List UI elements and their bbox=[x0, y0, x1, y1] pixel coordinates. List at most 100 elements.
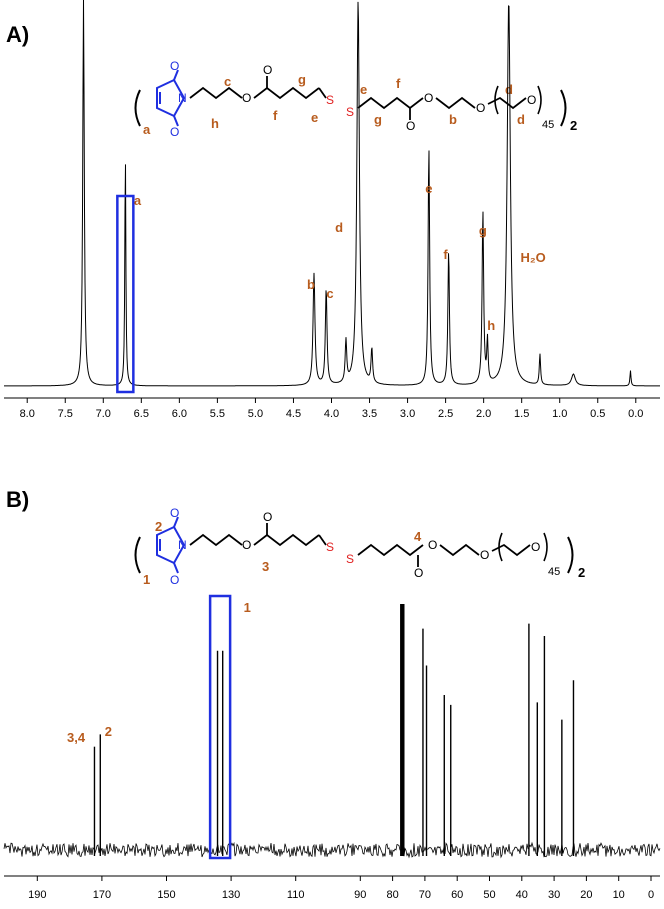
svg-text:O: O bbox=[170, 573, 179, 587]
svg-text:O: O bbox=[170, 125, 179, 139]
peak-annotation-a: f bbox=[443, 247, 448, 262]
struct-letter-a: a bbox=[143, 122, 151, 137]
panel-a-label: A) bbox=[6, 22, 30, 47]
x-tick-label-a: 2.0 bbox=[476, 408, 491, 420]
annotations-a: a bc d e f g h H₂O bbox=[134, 181, 546, 333]
h1-nmr-spectrum: O O N O O S S O O O O a h c f bbox=[4, 0, 660, 420]
struct-letter-f-left: f bbox=[273, 108, 278, 123]
x-axis-b: 190 170 150 130 110 90 80 70 60 50 40 30 20 10 0 bbox=[4, 875, 660, 901]
struct-letter-d-top: d bbox=[505, 82, 513, 97]
struct-letter-e-left: e bbox=[311, 110, 318, 125]
x-tick-label-a: 8.0 bbox=[20, 408, 35, 420]
struct-letter-d-bottom: d bbox=[517, 112, 525, 127]
svg-text:O: O bbox=[170, 59, 179, 73]
structure-a: O O N O O S S O O O O a h c f bbox=[134, 59, 577, 139]
peak-annotation-b: 1 bbox=[244, 600, 251, 615]
spectrum-b bbox=[3, 594, 661, 860]
svg-text:O: O bbox=[170, 506, 179, 520]
svg-text:S: S bbox=[346, 552, 354, 566]
x-axis-a: 8.0 7.5 7.0 6.5 6.0 5.5 5.0 4.5 4.0 3.5 3.0 2.5 2.0 1… bbox=[4, 397, 660, 420]
struct-number-3: 3 bbox=[262, 559, 269, 574]
annotations-b: 3,4 2 1 bbox=[67, 600, 251, 745]
struct-number-1: 1 bbox=[143, 572, 150, 587]
peak-annotation-a: c bbox=[326, 286, 333, 301]
peak-annotation-a: h bbox=[487, 318, 495, 333]
struct-letter-g-right: g bbox=[374, 112, 382, 127]
svg-text:O: O bbox=[242, 91, 251, 105]
x-tick-label-b: 60 bbox=[451, 889, 463, 901]
svg-text:O: O bbox=[424, 91, 433, 105]
repeat-subscript-a: 45 bbox=[542, 119, 554, 131]
x-tick-label-a: 1.0 bbox=[552, 408, 567, 420]
panel-a: A) O O N O O S S bbox=[0, 0, 664, 430]
svg-text:O: O bbox=[527, 93, 536, 107]
x-tick-label-b: 90 bbox=[354, 889, 366, 901]
x-tick-label-b: 80 bbox=[386, 889, 398, 901]
x-tick-label-b: 170 bbox=[93, 889, 111, 901]
peak-annotation-a: H₂O bbox=[520, 250, 545, 265]
struct-number-4: 4 bbox=[414, 529, 422, 544]
x-tick-label-a: 0.0 bbox=[628, 408, 643, 420]
x-tick-label-b: 110 bbox=[287, 889, 305, 901]
x-tick-label-b: 10 bbox=[613, 889, 625, 901]
struct-letter-f-right: f bbox=[396, 76, 401, 91]
x-tick-label-b: 150 bbox=[157, 889, 175, 901]
highlight-box-b bbox=[208, 594, 232, 860]
peak-annotation-a: g bbox=[479, 223, 487, 238]
dimer-subscript-b: 2 bbox=[578, 565, 585, 580]
svg-text:O: O bbox=[242, 538, 251, 552]
peak-annotation-a: e bbox=[425, 181, 432, 196]
struct-number-2: 2 bbox=[155, 519, 162, 534]
x-tick-label-a: 7.0 bbox=[96, 408, 111, 420]
spectrum-a bbox=[4, 0, 660, 394]
x-tick-label-b: 130 bbox=[222, 889, 240, 901]
x-tick-label-a: 7.5 bbox=[58, 408, 73, 420]
x-tick-label-a: 5.0 bbox=[248, 408, 263, 420]
svg-text:O: O bbox=[414, 566, 423, 580]
struct-letter-e-right: e bbox=[360, 82, 367, 97]
struct-letter-b: b bbox=[449, 112, 457, 127]
x-tick-label-b: 190 bbox=[28, 889, 46, 901]
svg-text:N: N bbox=[178, 91, 187, 105]
x-tick-label-b: 70 bbox=[419, 889, 431, 901]
svg-text:S: S bbox=[346, 105, 354, 119]
highlight-box-a bbox=[116, 194, 135, 394]
peak-annotation-b: 3,4 bbox=[67, 730, 86, 745]
structure-b: O O N O O S S O O O O 2 1 3 4 45 2 bbox=[134, 506, 585, 587]
struct-letter-g-left: g bbox=[298, 72, 306, 87]
svg-text:O: O bbox=[263, 63, 272, 77]
x-tick-label-a: 3.5 bbox=[362, 408, 377, 420]
x-tick-label-a: 4.5 bbox=[286, 408, 301, 420]
svg-text:O: O bbox=[406, 119, 415, 133]
x-tick-label-a: 6.5 bbox=[134, 408, 149, 420]
x-tick-label-b: 0 bbox=[648, 889, 654, 901]
peak-annotation-b: 2 bbox=[105, 724, 112, 739]
x-tick-label-a: 6.0 bbox=[172, 408, 187, 420]
x-tick-label-b: 40 bbox=[516, 889, 528, 901]
dimer-subscript-a: 2 bbox=[570, 118, 577, 133]
panel-b-label: B) bbox=[6, 487, 30, 512]
x-tick-label-b: 20 bbox=[580, 889, 592, 901]
peak-annotation-a: b bbox=[307, 277, 315, 292]
x-tick-label-a: 1.5 bbox=[514, 408, 529, 420]
struct-letter-c: c bbox=[224, 74, 231, 89]
x-tick-label-b: 50 bbox=[483, 889, 495, 901]
peak-annotation-a: a bbox=[134, 193, 142, 208]
x-tick-label-a: 5.5 bbox=[210, 408, 225, 420]
svg-text:O: O bbox=[476, 101, 485, 115]
spectrum-trace-a bbox=[4, 0, 660, 387]
noise-baseline-b bbox=[3, 841, 661, 859]
svg-text:O: O bbox=[263, 510, 272, 524]
svg-text:S: S bbox=[326, 540, 334, 554]
x-tick-label-a: 4.0 bbox=[324, 408, 339, 420]
svg-text:S: S bbox=[326, 93, 334, 107]
peak-annotation-a: d bbox=[335, 220, 343, 235]
x-tick-label-a: 3.0 bbox=[400, 408, 415, 420]
svg-text:O: O bbox=[480, 548, 489, 562]
x-tick-label-a: 2.5 bbox=[438, 408, 453, 420]
repeat-subscript-b: 45 bbox=[548, 566, 560, 578]
x-tick-label-b: 30 bbox=[548, 889, 560, 901]
svg-text:N: N bbox=[178, 538, 187, 552]
